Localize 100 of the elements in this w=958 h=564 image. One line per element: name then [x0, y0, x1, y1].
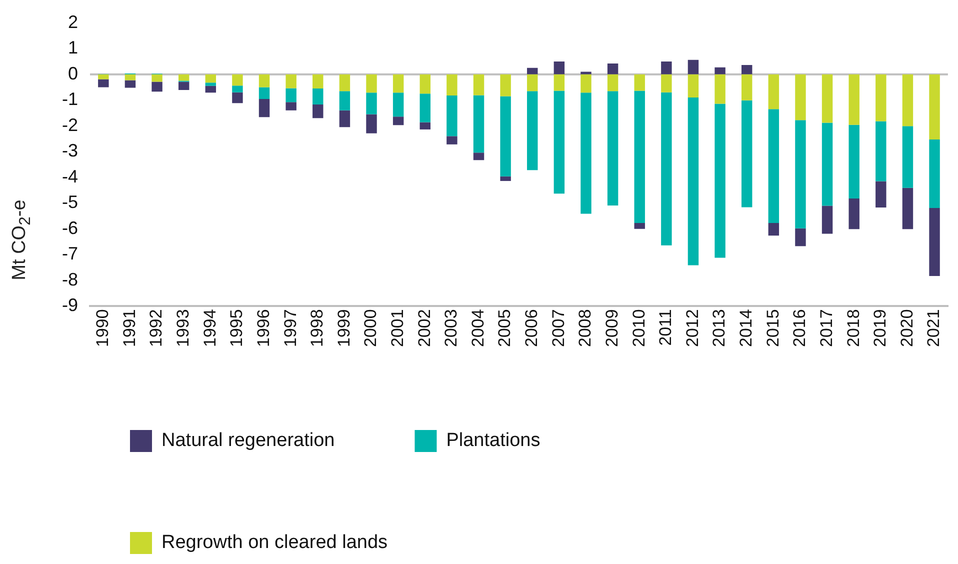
x-tick-label: 2002: [414, 309, 434, 348]
x-tick-label: 2021: [924, 309, 944, 348]
bar: [232, 86, 243, 92]
x-tick-label: 1994: [200, 309, 220, 348]
x-tick-label: 2012: [682, 309, 702, 348]
bar: [848, 198, 860, 230]
bar: [420, 74, 430, 94]
bar: [768, 74, 780, 110]
x-tick-label: 2018: [844, 309, 863, 348]
x-tick-label: 2019: [870, 309, 890, 348]
x-tick-label: 2017: [816, 309, 836, 348]
y-tick-label: -6: [62, 218, 78, 238]
bar: [848, 124, 860, 198]
bar: [124, 80, 136, 88]
bar: [258, 99, 270, 118]
bar: [848, 74, 860, 125]
bar: [339, 91, 350, 110]
bar: [232, 92, 243, 104]
bar: [580, 74, 592, 93]
x-tick-label: 2001: [388, 309, 408, 348]
bar: [876, 181, 886, 208]
bar: [124, 74, 136, 80]
bar: [661, 61, 672, 74]
bar: [366, 74, 377, 93]
bar: [420, 94, 430, 122]
bar: [876, 74, 886, 122]
y-tick-label: -3: [62, 140, 78, 161]
bar: [795, 120, 806, 228]
bar: [929, 74, 940, 140]
legend-label: Natural regeneration: [162, 430, 335, 452]
x-tick-label: 1991: [120, 309, 139, 348]
bar: [876, 121, 886, 182]
bar: [258, 87, 270, 100]
legend-label: Regrowth on cleared lands: [162, 532, 388, 554]
x-tick-label: 1996: [254, 309, 273, 348]
bar: [339, 110, 350, 128]
bar: [205, 86, 216, 93]
bar: [527, 68, 538, 74]
bar: [392, 116, 404, 126]
x-tick-label: 2007: [548, 309, 568, 348]
bar: [822, 74, 833, 123]
bar: [822, 122, 833, 206]
bar: [580, 92, 592, 214]
x-tick-label: 1999: [334, 309, 354, 348]
bar: [178, 82, 190, 90]
x-tick-label: 2020: [897, 309, 916, 348]
bar: [473, 95, 484, 153]
bar: [714, 67, 726, 74]
bar: [500, 176, 511, 181]
bar: [902, 126, 914, 188]
bar: [366, 114, 377, 134]
bar: [634, 74, 645, 91]
y-tick-label: -9: [62, 295, 78, 316]
y-tick-label: -2: [62, 114, 78, 135]
bar: [232, 74, 243, 86]
bar: [98, 79, 109, 88]
bar: [714, 74, 726, 104]
bar: [714, 104, 726, 258]
bar: [178, 74, 190, 81]
x-tick-label: 2015: [763, 309, 782, 348]
bar: [446, 74, 458, 96]
bar: [822, 206, 833, 234]
bar: [661, 74, 672, 92]
bar: [795, 74, 806, 120]
bar: [500, 74, 511, 96]
y-tick-label: -7: [62, 244, 78, 264]
bar: [554, 61, 565, 74]
y-tick-label: 2: [68, 12, 78, 32]
bar: [607, 64, 618, 74]
y-tick-label: -8: [62, 269, 78, 290]
bar: [286, 102, 296, 110]
y-tick-label: 0: [68, 63, 78, 84]
bar: [473, 152, 484, 160]
y-tick-label: 1: [68, 38, 78, 58]
x-tick-label: 2013: [710, 309, 729, 348]
bar: [339, 74, 350, 92]
bar: [929, 208, 940, 276]
x-tick-label: 2006: [522, 309, 542, 348]
bar: [500, 96, 511, 176]
x-tick-label: 2004: [468, 309, 488, 348]
bar: [152, 74, 162, 82]
bar: [258, 74, 270, 88]
bar: [473, 74, 484, 96]
x-tick-label: 1998: [308, 309, 327, 348]
bar: [902, 188, 914, 230]
y-tick-label: -4: [62, 166, 78, 186]
bar: [929, 140, 940, 208]
bar: [527, 91, 538, 170]
bar: [98, 74, 109, 80]
bar: [634, 90, 645, 223]
bar: [741, 100, 752, 208]
bar: [768, 222, 780, 236]
bar: [446, 95, 458, 136]
bar: [420, 122, 430, 130]
x-tick-label: 1992: [146, 309, 166, 348]
x-tick-label: 1990: [93, 309, 112, 348]
x-tick-label: 2016: [790, 309, 810, 348]
x-tick-label: 2003: [442, 309, 461, 348]
x-tick-label: 2009: [602, 309, 622, 348]
x-tick-label: 2010: [629, 309, 648, 348]
